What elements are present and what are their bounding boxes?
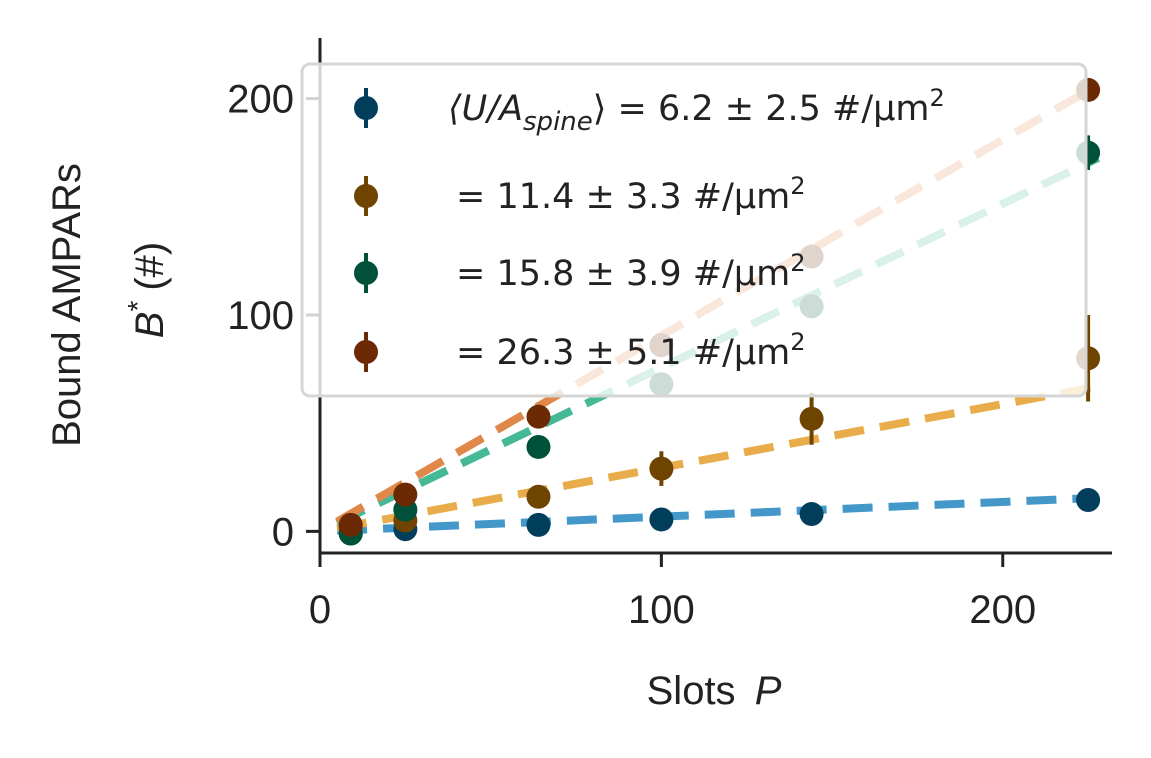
data-point-series-4: [393, 482, 418, 507]
y-axis-label-variable: B*(#): [122, 242, 172, 338]
y-tick-label: 0: [272, 510, 294, 554]
legend-label: = 15.8 ± 3.9 #/μm2: [456, 249, 806, 294]
legend-entry-1: ⟨U/Aspine⟩ = 6.2 ± 2.5 #/μm2: [354, 84, 945, 137]
legend-marker: [354, 184, 378, 208]
x-axis-label: Slots P: [647, 669, 782, 713]
data-point-series-1: [799, 502, 824, 527]
legend-label: = 11.4 ± 3.3 #/μm2: [456, 172, 806, 217]
legend-entry-4: = 26.3 ± 5.1 #/μm2: [354, 328, 806, 373]
data-point-series-1: [1076, 487, 1101, 512]
y-tick-label: 200: [227, 78, 294, 122]
legend-frame: [300, 62, 1088, 398]
fit-line-series-1: [336, 493, 1099, 535]
data-point-series-1: [526, 512, 551, 537]
data-point-series-4: [338, 512, 363, 537]
ticks: 0 100 200 0 100 200: [227, 78, 1036, 632]
x-tick-label: 200: [969, 588, 1036, 632]
y-tick-label: 100: [227, 294, 294, 338]
y-axis-label-group: Bound AMPARs B*(#): [45, 163, 172, 447]
x-tick-label: 0: [309, 588, 331, 632]
data-point-series-2: [526, 484, 551, 509]
legend-marker: [354, 96, 378, 120]
fit-line-series-2: [336, 382, 1100, 533]
legend-marker: [354, 340, 378, 364]
data-point-series-1: [649, 507, 674, 532]
legend: ⟨U/Aspine⟩ = 6.2 ± 2.5 #/μm2 = 11.4 ± 3.3…: [300, 62, 1088, 398]
legend-entry-2: = 11.4 ± 3.3 #/μm2: [354, 172, 806, 217]
data-point-series-4: [526, 404, 551, 429]
y-axis-label: Bound AMPARs: [45, 163, 89, 447]
legend-label: ⟨U/Aspine⟩ = 6.2 ± 2.5 #/μm2: [448, 84, 945, 137]
x-tick-label: 100: [628, 588, 695, 632]
data-point-series-2: [799, 406, 824, 431]
legend-entry-3: = 15.8 ± 3.9 #/μm2: [354, 249, 806, 294]
legend-label: = 26.3 ± 5.1 #/μm2: [456, 328, 806, 373]
legend-marker: [354, 261, 378, 285]
data-point-series-3: [526, 434, 551, 459]
data-point-series-2: [649, 456, 674, 481]
